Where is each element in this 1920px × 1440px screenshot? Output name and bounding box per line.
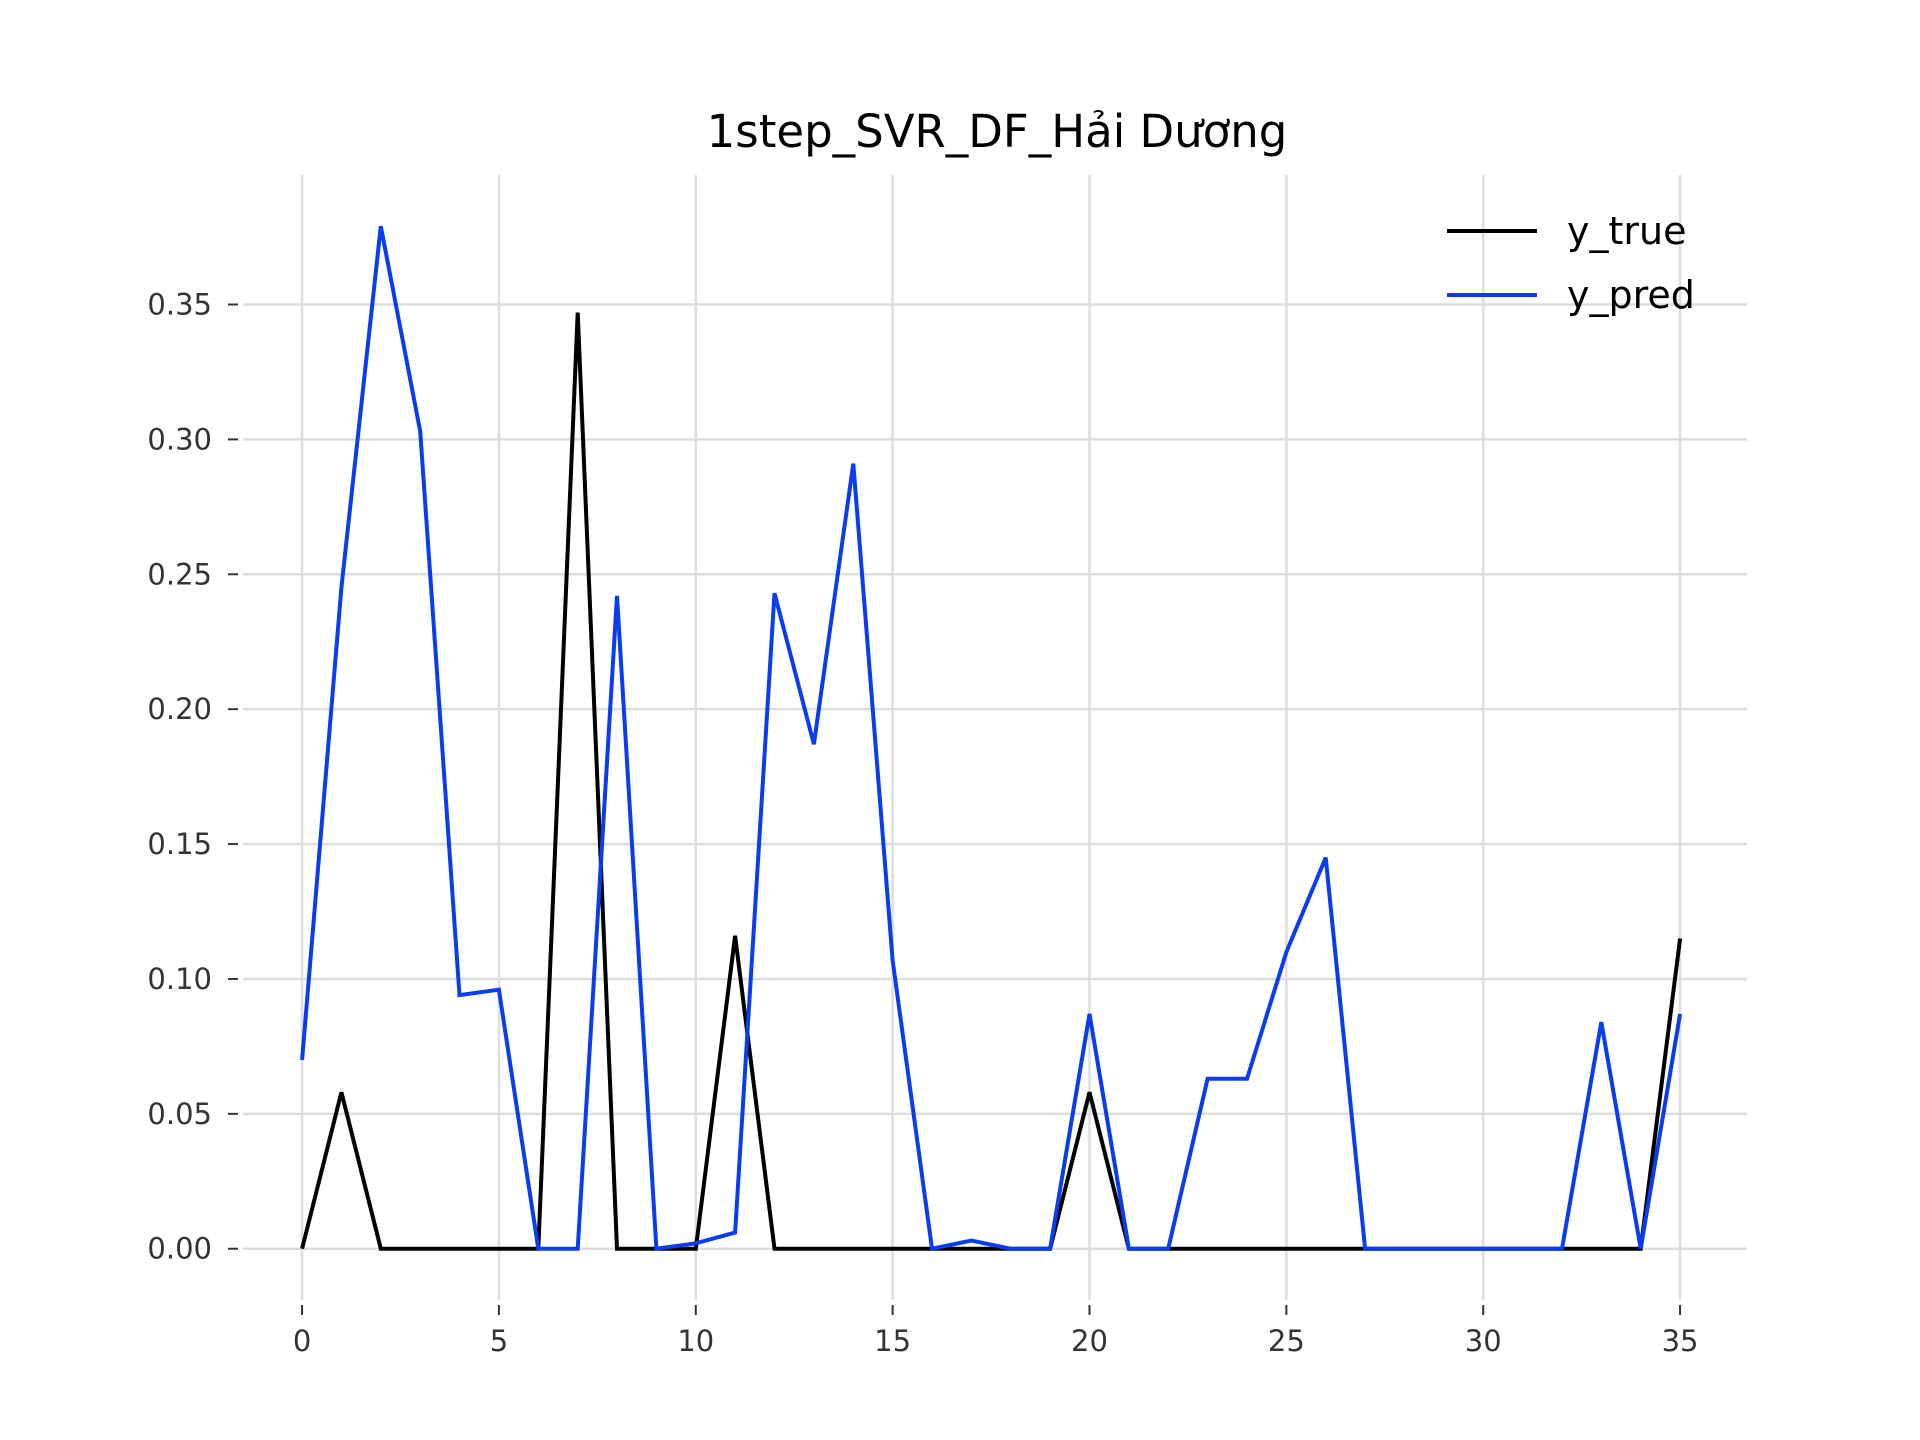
x-tick-label: 25 (1268, 1324, 1305, 1358)
x-tick-label: 0 (293, 1324, 311, 1358)
series-line-y-true (300, 312, 1683, 1251)
y-tick-label: 0.25 (147, 557, 212, 591)
x-tick-label: 10 (677, 1324, 714, 1358)
legend-label-y-pred: y_pred (1567, 273, 1695, 317)
legend-label-y-true: y_true (1567, 209, 1686, 253)
y-tick-label: 0.00 (147, 1232, 212, 1266)
x-tick-label: 30 (1465, 1324, 1502, 1358)
y-axis: 0.00 0.05 0.10 0.15 0.20 0.25 0.30 0.35 (147, 287, 238, 1266)
x-axis: 0 5 10 15 20 25 30 35 (293, 1305, 1699, 1358)
x-tick-label: 20 (1071, 1324, 1108, 1358)
x-tick-label: 35 (1662, 1324, 1699, 1358)
grid (243, 175, 1747, 1300)
plot-area (300, 225, 1683, 1252)
y-tick-label: 0.20 (147, 692, 212, 726)
legend: y_true y_pred (1447, 209, 1695, 317)
y-tick-label: 0.35 (147, 287, 212, 321)
y-tick-label: 0.10 (147, 962, 212, 996)
x-tick-label: 5 (490, 1324, 508, 1358)
series-line-y-pred (300, 225, 1683, 1252)
y-tick-label: 0.15 (147, 827, 212, 861)
x-tick-label: 15 (874, 1324, 911, 1358)
y-tick-label: 0.05 (147, 1097, 212, 1131)
y-tick-label: 0.30 (147, 422, 212, 456)
chart-title: 1step_SVR_DF_Hải Dương (707, 105, 1288, 158)
